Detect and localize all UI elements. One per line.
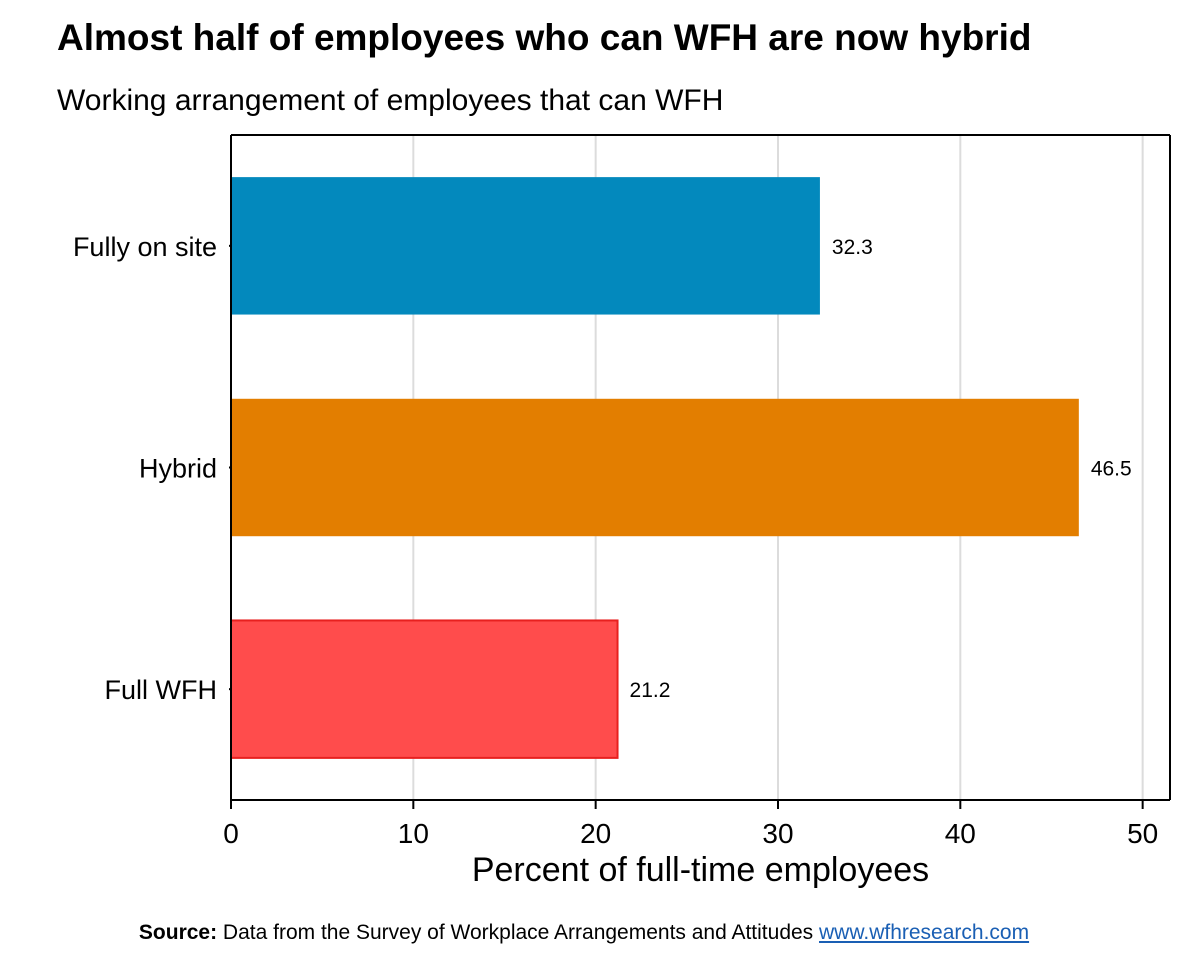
bars bbox=[230, 177, 1079, 759]
x-tick-label-20: 20 bbox=[580, 818, 611, 849]
x-tick-label-40: 40 bbox=[945, 818, 976, 849]
x-axis-title: Percent of full-time employees bbox=[472, 851, 929, 889]
category-label-fully-on-site: Fully on site bbox=[73, 232, 217, 262]
category-label-hybrid: Hybrid bbox=[139, 454, 217, 484]
chart-subtitle: Working arrangement of employees that ca… bbox=[57, 84, 724, 117]
source-text: Data from the Survey of Workplace Arrang… bbox=[217, 921, 820, 944]
x-tick-label-0: 0 bbox=[223, 818, 239, 849]
data-label-full-wfh: 21.2 bbox=[630, 679, 671, 702]
bar-hybrid bbox=[231, 398, 1079, 537]
data-label-fully-on-site: 32.3 bbox=[832, 236, 873, 259]
x-tick-label-50: 50 bbox=[1127, 818, 1158, 849]
labels: 32.3 Fully on site 46.5 Hybrid 21.2 Full WFH 0… bbox=[73, 232, 1158, 849]
category-label-full-wfh: Full WFH bbox=[105, 675, 217, 705]
bar-full-wfh bbox=[230, 619, 619, 759]
x-tick-label-10: 10 bbox=[398, 818, 429, 849]
plot-frame bbox=[229, 134, 1171, 809]
source-label: Source: bbox=[138, 921, 218, 944]
source-note: Source: Data from the Survey of Workplac… bbox=[0, 921, 1168, 945]
bar-fully-on-site bbox=[231, 177, 820, 315]
chart-title: Almost half of employees who can WFH are… bbox=[57, 17, 1032, 58]
source-link[interactable]: www.wfhresearch.com bbox=[819, 921, 1030, 944]
x-tick-label-30: 30 bbox=[762, 818, 793, 849]
data-label-hybrid: 46.5 bbox=[1091, 458, 1132, 481]
